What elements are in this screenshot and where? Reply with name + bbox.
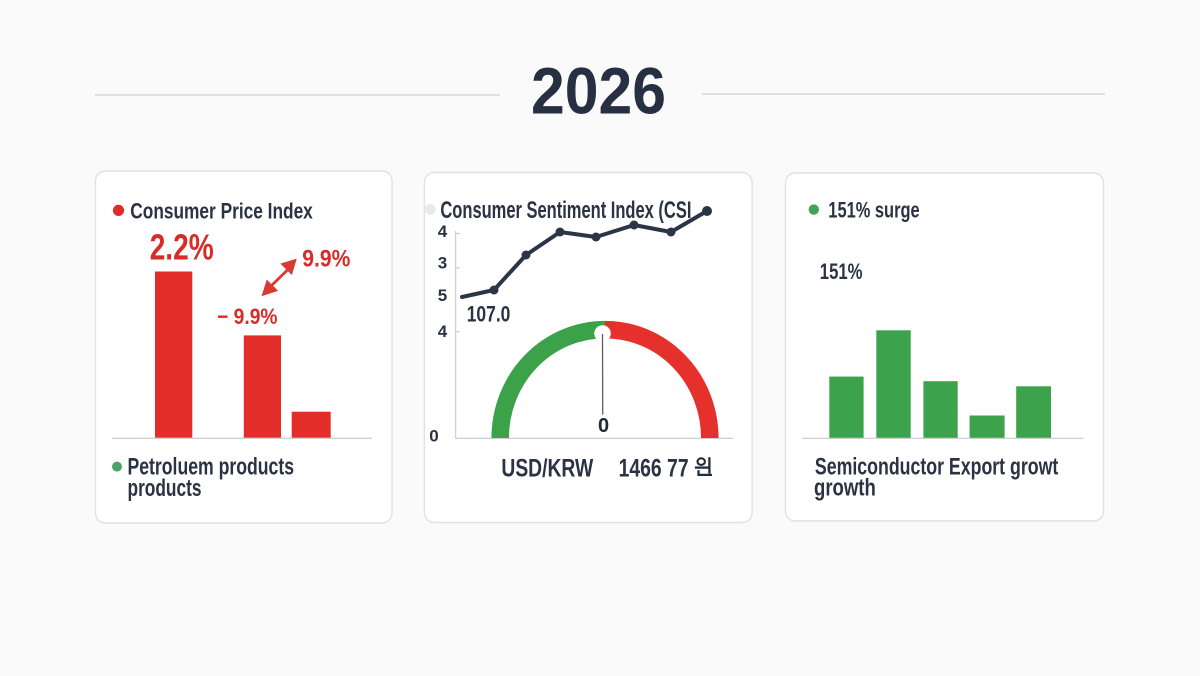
svg-text:Consumer Sentiment Index (CSI: Consumer Sentiment Index (CSI [440,197,691,224]
svg-text:2.2%: 2.2% [150,227,214,268]
svg-text:3: 3 [438,254,447,273]
svg-text:9.9%: 9.9% [302,246,350,273]
svg-text:4: 4 [438,322,448,341]
svg-text:Consumer Price Index: Consumer Price Index [130,198,313,223]
svg-text:1466 77: 1466 77 [619,454,689,482]
svg-text:Semiconductor Export growt: Semiconductor Export growt [815,454,1058,481]
svg-text:151% surge: 151% surge [828,197,919,222]
svg-text:products: products [128,475,202,502]
svg-text:Petroluem products: Petroluem products [128,454,295,481]
svg-text:5: 5 [438,286,447,305]
svg-text:107.0: 107.0 [467,302,511,327]
svg-text:− 9.9%: − 9.9% [217,304,277,329]
svg-text:growth: growth [814,475,876,502]
svg-text:0: 0 [598,415,609,437]
svg-text:4: 4 [438,222,448,241]
svg-text:USD/KRW: USD/KRW [501,454,593,482]
svg-text:151%: 151% [820,259,863,284]
svg-text:0: 0 [429,427,438,446]
svg-text:2026: 2026 [531,54,666,128]
